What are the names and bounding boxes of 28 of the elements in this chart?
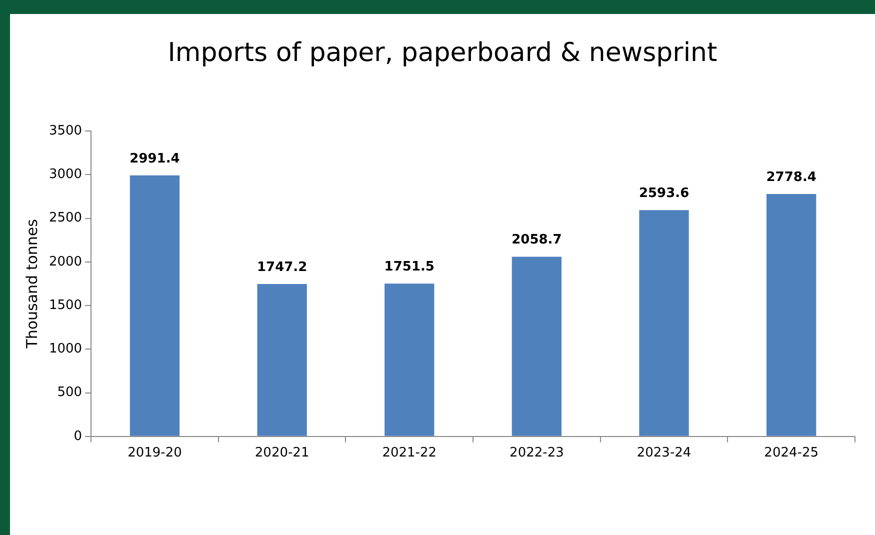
y-tick-label: 3500 — [48, 123, 82, 138]
x-tick-label: 2020-21 — [254, 446, 310, 461]
y-tick-label: 1500 — [48, 298, 82, 313]
y-tick-label: 2000 — [48, 254, 82, 270]
y-tick-label: 500 — [57, 385, 82, 400]
data-label: 1751.5 — [384, 259, 434, 274]
y-tick-label: 3000 — [48, 167, 82, 182]
x-tick-label: 2021-22 — [382, 446, 437, 461]
y-tick-label: 2500 — [48, 210, 82, 226]
bar — [512, 256, 562, 436]
y-axis-title: Thousand tonnes — [22, 218, 41, 350]
data-label: 2593.6 — [638, 186, 690, 201]
data-label: 1747.2 — [256, 260, 308, 275]
data-label: 2058.7 — [512, 232, 562, 248]
x-tick-label: 2019-20 — [128, 446, 182, 461]
bar — [639, 210, 689, 436]
x-tick-label: 2024-25 — [764, 446, 819, 461]
x-tick-label: 2022-23 — [510, 446, 564, 461]
data-label: 2778.4 — [766, 170, 816, 185]
bar — [257, 284, 307, 436]
y-tick-label: 1000 — [48, 342, 82, 357]
x-tick-label: 2023-24 — [636, 446, 692, 461]
chart-title: Imports of paper, paperboard & newsprint — [166, 38, 718, 68]
y-tick-label: 0 — [74, 428, 82, 444]
data-label: 2991.4 — [130, 151, 180, 166]
bar — [130, 175, 180, 436]
bar — [766, 194, 816, 436]
bar — [384, 284, 434, 436]
